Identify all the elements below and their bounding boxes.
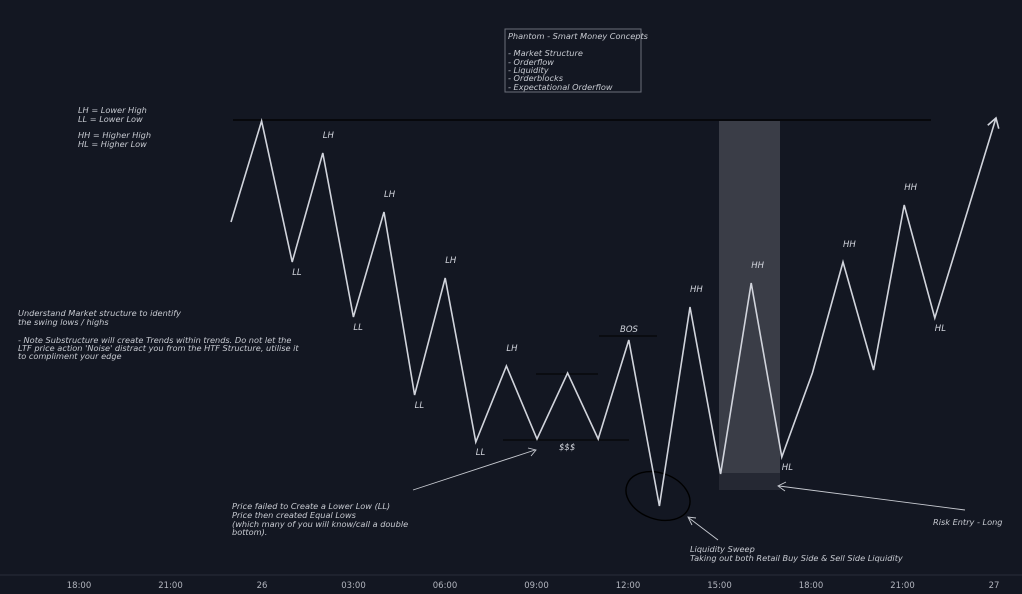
svg-text:the swing lows / highs: the swing lows / highs: [18, 317, 109, 327]
time-axis-ticks: 18:00 21:00 26 03:00 06:00 09:00 12:00 15:00 18:…: [67, 581, 1000, 591]
svg-text:(which many of you will know/c: (which many of you will know/call a doub…: [232, 519, 408, 529]
time-tick-label: 21:00: [890, 581, 915, 591]
title-item: - Expectational Orderflow: [508, 82, 613, 92]
svg-text:Taking out both Retail Buy Sid: Taking out both Retail Buy Side & Sell S…: [690, 553, 903, 563]
svg-text:Price failed to Create a Lower: Price failed to Create a Lower Low (LL): [232, 501, 390, 511]
svg-text:- Note Substructure will creat: - Note Substructure will create Trends w…: [18, 335, 291, 345]
legend-note: HH = Higher High: [78, 130, 151, 140]
swing-label: LL: [415, 401, 425, 411]
title-item: - Orderblocks: [508, 73, 564, 83]
title-item: - Market Structure: [508, 48, 583, 58]
svg-text:Liquidity Sweep: Liquidity Sweep: [690, 544, 755, 554]
swing-labels: LH LL LH LL LH LL LL LH HH HH HL HH HH HL: [292, 131, 946, 473]
swing-label: HH: [904, 183, 917, 193]
annotation-arrows: [412, 447, 966, 541]
title-box: [504, 28, 642, 93]
svg-text:to compliment your edge: to compliment your edge: [18, 351, 122, 361]
swing-label: LH: [506, 344, 518, 354]
time-tick-label: 27: [989, 581, 1000, 591]
time-tick-label: 09:00: [524, 581, 549, 591]
legend-note: HL = Higher Low: [78, 139, 147, 149]
price-arrow-head: [987, 116, 1000, 129]
swing-label: HH: [690, 285, 703, 295]
liquidity-sweep-ellipse: [625, 470, 691, 522]
title-item: - Liquidity: [508, 65, 549, 75]
title-item: - Orderflow: [508, 57, 554, 67]
structure-note: Understand Market structure to identify …: [18, 308, 299, 361]
legend-note: LL = Lower Low: [78, 114, 143, 124]
sweep-note: Liquidity Sweep Taking out both Retail B…: [690, 544, 903, 563]
time-tick-label: 12:00: [616, 581, 641, 591]
equal-lows-label: $$$: [559, 443, 575, 453]
svg-text:Understand Market structure to: Understand Market structure to identify: [18, 308, 181, 318]
failed-note: Price failed to Create a Lower Low (LL) …: [232, 501, 408, 537]
swing-label: HL: [935, 324, 946, 334]
swing-label: HL: [782, 463, 793, 473]
risk-entry-label: Risk Entry - Long: [933, 517, 1002, 527]
swing-label: LL: [292, 268, 302, 278]
svg-text:Price then created Equal Lows: Price then created Equal Lows: [232, 510, 357, 520]
chart-title: Phantom - Smart Money Concepts: [508, 31, 649, 41]
time-tick-label: 03:00: [341, 581, 366, 591]
price-series: [230, 116, 1000, 507]
orderblock-zone-bottom: [719, 473, 780, 490]
svg-text:LTF price action 'Noise' distr: LTF price action 'Noise' distract you fr…: [18, 343, 299, 353]
time-tick-label: 26: [257, 581, 268, 591]
svg-text:bottom).: bottom).: [232, 527, 267, 537]
swing-label: LL: [476, 448, 486, 458]
swing-label: HH: [751, 261, 764, 271]
swing-label: LH: [384, 190, 396, 200]
swing-label: HH: [843, 240, 856, 250]
swing-label: LH: [323, 131, 335, 141]
legend-note: LH = Lower High: [78, 105, 147, 115]
swing-label: LL: [353, 323, 363, 333]
swing-label: LH: [445, 256, 457, 266]
time-tick-label: 15:00: [707, 581, 732, 591]
bos-label: BOS: [620, 325, 639, 335]
price-line: [230, 117, 997, 507]
time-tick-label: 21:00: [158, 581, 183, 591]
time-tick-label: 06:00: [433, 581, 458, 591]
time-tick-label: 18:00: [799, 581, 824, 591]
time-tick-label: 18:00: [67, 581, 92, 591]
